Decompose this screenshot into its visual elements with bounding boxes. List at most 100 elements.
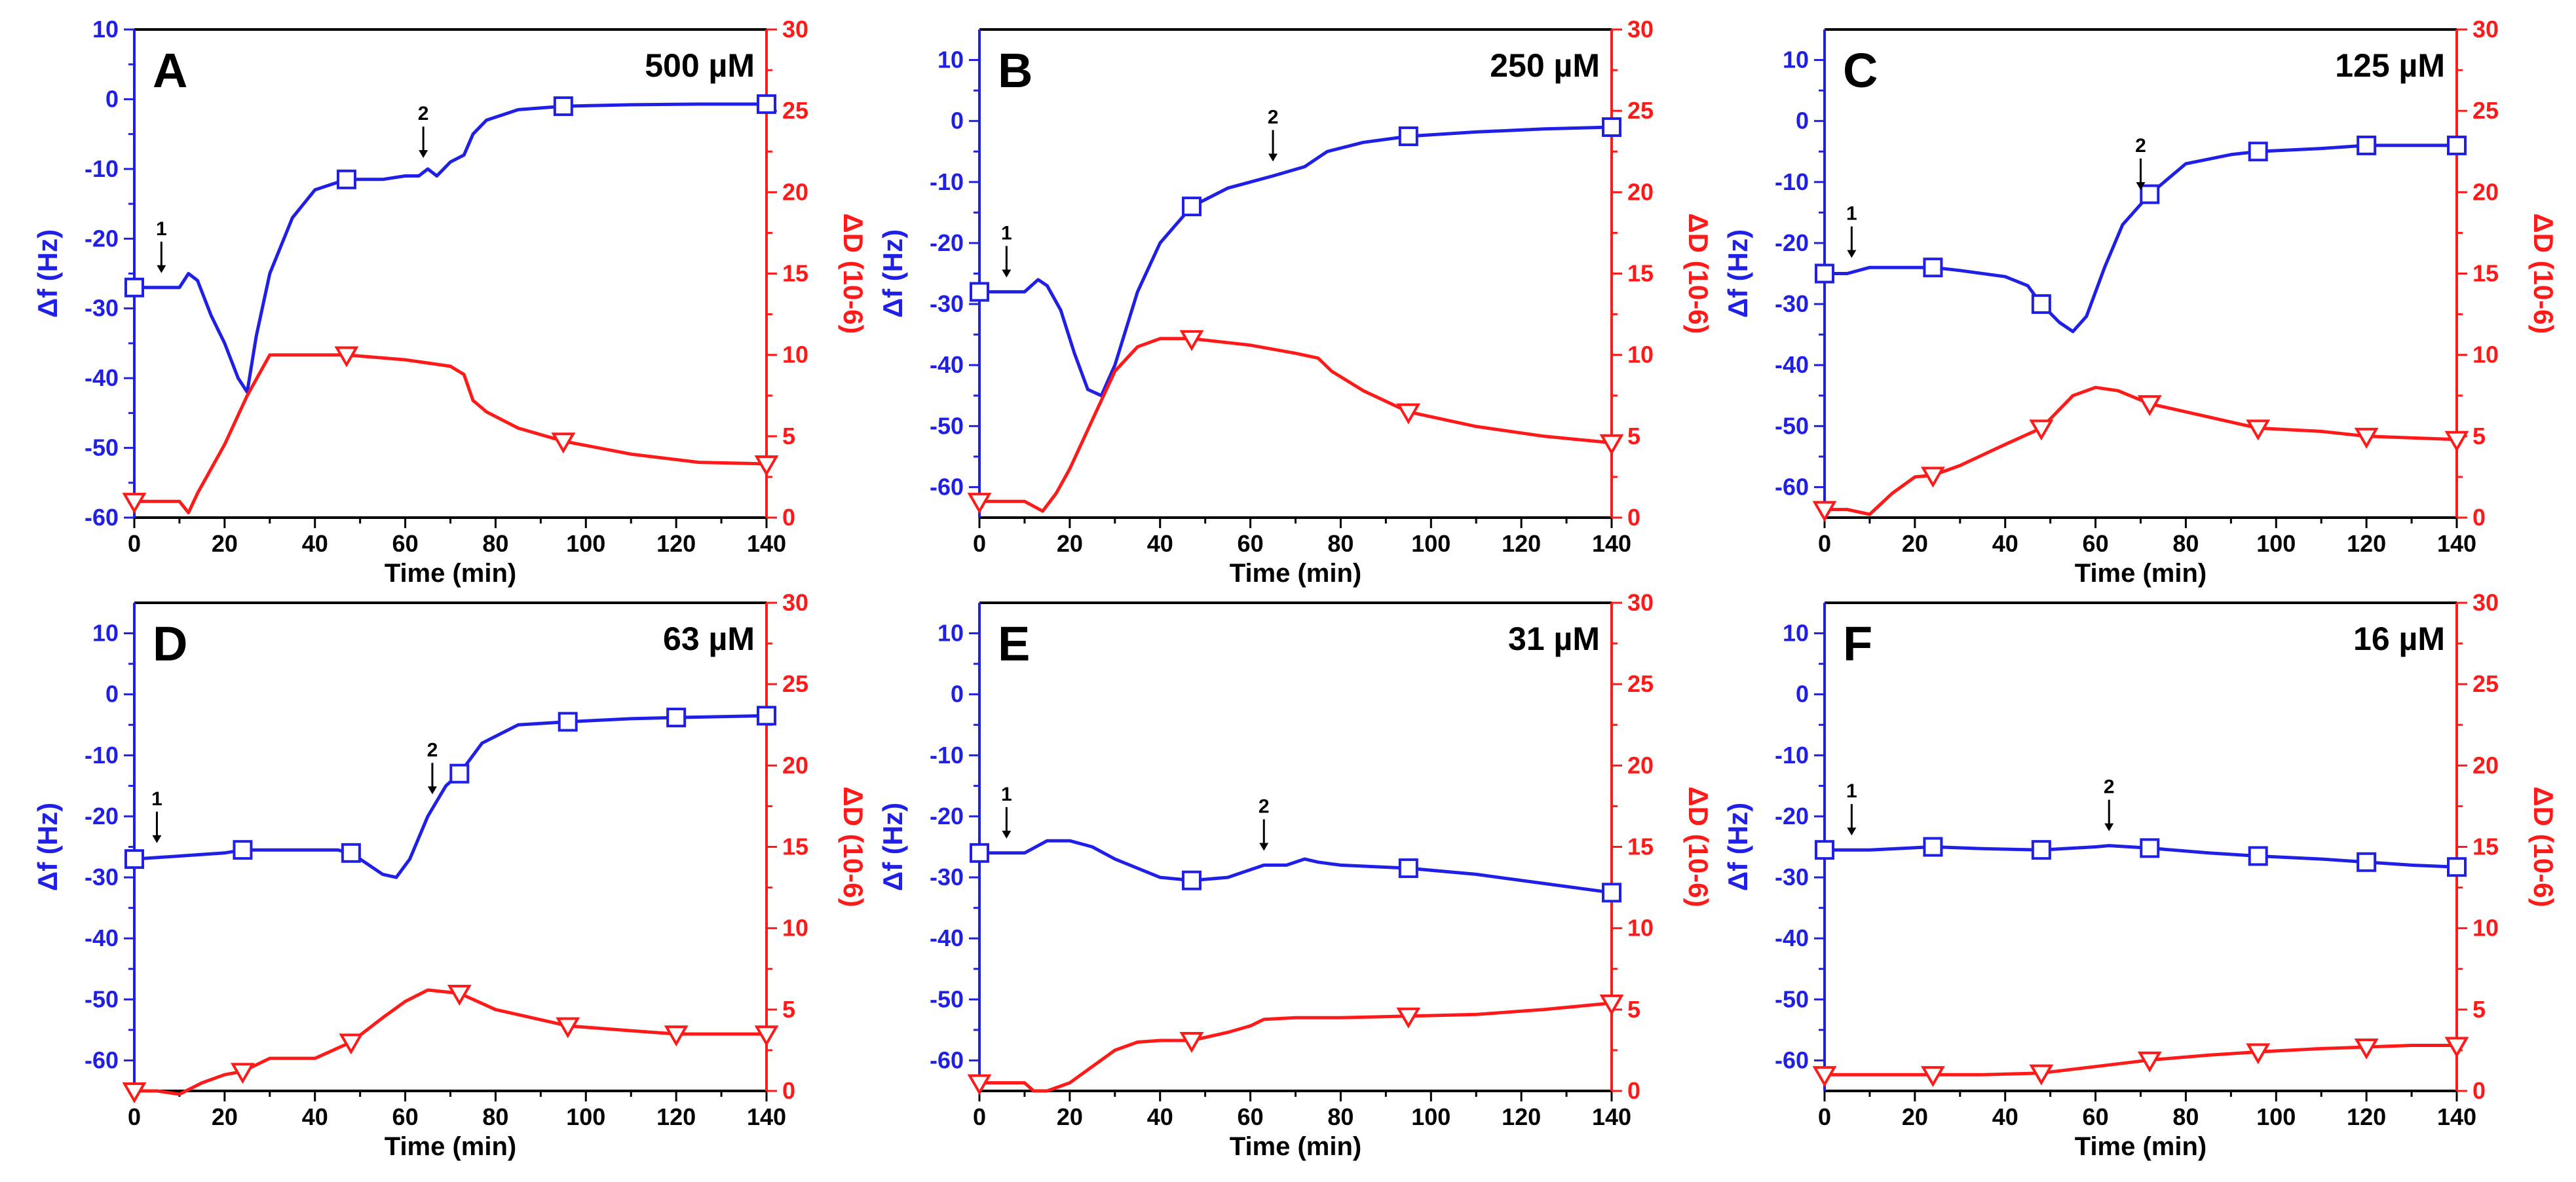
y-axis-label-right: ΔD (10-6): [2528, 213, 2559, 334]
y-tick-label-right: 5: [782, 423, 795, 449]
annotation-arrow-head: [2136, 181, 2146, 190]
annotation-label: 2: [418, 103, 429, 124]
y-tick-label-left: 0: [1796, 107, 1809, 134]
panel-concentration-title: 31 µM: [1508, 620, 1600, 657]
y-tick-label-right: 20: [2472, 178, 2499, 205]
frequency-marker-square: [124, 277, 144, 297]
y-tick-label-left: -10: [1775, 742, 1809, 769]
annotation-arrow-head: [157, 265, 166, 273]
y-tick-label-right: 10: [1627, 341, 1654, 368]
x-tick-label: 80: [1327, 530, 1354, 557]
y-axis-label-left: Δf (Hz): [1722, 803, 1753, 891]
x-tick-label: 20: [1057, 1103, 1083, 1130]
y-tick-label-right: 30: [2472, 589, 2499, 616]
frequency-marker-square: [1181, 197, 1202, 217]
frequency-marker-square: [2140, 838, 2160, 858]
panel-letter: F: [1843, 617, 1872, 671]
x-tick-label: 120: [2347, 530, 2386, 557]
dissipation-marker-triangle: [1179, 1032, 1204, 1054]
dissipation-marker-triangle: [2444, 430, 2469, 452]
y-tick-label-right: 0: [782, 1077, 795, 1104]
x-tick-label: 140: [1592, 530, 1631, 557]
y-tick-label-left: -30: [85, 864, 119, 890]
y-tick-label-right: 10: [2472, 341, 2499, 368]
y-tick-label-left: -40: [930, 925, 964, 951]
x-tick-label: 100: [566, 530, 605, 557]
dissipation-marker-triangle: [1179, 330, 1204, 351]
x-tick-label: 60: [1238, 1103, 1264, 1130]
y-axis-label-right: ΔD (10-6): [838, 213, 869, 334]
annotation-arrow-head: [419, 150, 428, 159]
y-tick-label-right: 0: [2472, 504, 2486, 531]
y-tick-label-right: 5: [2472, 996, 2486, 1023]
dissipation-marker-triangle: [2246, 1043, 2271, 1065]
y-tick-label-right: 25: [782, 670, 808, 697]
dissipation-marker-triangle: [1812, 1066, 1837, 1088]
x-axis-label: Time (min): [1230, 1132, 1362, 1161]
dissipation-marker-triangle: [122, 1082, 147, 1104]
dissipation-marker-triangle: [664, 1025, 689, 1047]
frequency-marker-square: [2447, 135, 2467, 155]
y-tick-label-right: 30: [782, 589, 808, 616]
y-tick-label-left: 10: [1783, 47, 1809, 73]
y-tick-label-left: -50: [930, 985, 964, 1012]
annotation-label: 2: [2104, 776, 2115, 798]
y-tick-label-left: -40: [1775, 925, 1809, 951]
panel-concentration-title: 500 µM: [645, 47, 755, 84]
x-axis-label: Time (min): [2075, 1132, 2207, 1161]
x-tick-label: 60: [1238, 530, 1264, 557]
frequency-marker-square: [558, 712, 578, 732]
dissipation-series-line: [132, 353, 768, 514]
x-tick-label: 20: [1057, 530, 1083, 557]
y-tick-label-right: 20: [782, 178, 808, 205]
y-axis-label-right: ΔD (10-6): [1683, 213, 1714, 334]
frequency-marker-square: [124, 849, 144, 869]
y-axis-label-left: Δf (Hz): [1722, 229, 1753, 318]
frequency-marker-square: [970, 282, 989, 302]
y-tick-label-right: 25: [2472, 670, 2499, 697]
dissipation-marker-triangle: [556, 1017, 580, 1039]
x-tick-label: 40: [1992, 1103, 2018, 1130]
frequency-marker-square: [757, 706, 776, 726]
x-tick-label: 20: [212, 530, 238, 557]
frequency-series-line: [977, 839, 1614, 894]
annotation-label: 2: [2135, 135, 2146, 157]
x-tick-label: 0: [973, 530, 986, 557]
annotation-label: 1: [156, 218, 167, 240]
annotation-label: 1: [1846, 203, 1857, 225]
dissipation-marker-triangle: [230, 1063, 255, 1084]
panel-concentration-title: 63 µM: [663, 620, 755, 657]
x-tick-label: 120: [2347, 1103, 2386, 1130]
y-tick-label-left: -60: [930, 1046, 964, 1073]
y-tick-label-left: -30: [1775, 864, 1809, 890]
y-tick-label-right: 30: [1627, 589, 1654, 616]
y-tick-label-right: 25: [1627, 670, 1654, 697]
annotation-label: 1: [151, 788, 162, 810]
dissipation-marker-triangle: [1599, 994, 1624, 1016]
annotation-arrow-head: [1259, 843, 1269, 851]
frequency-marker-square: [1602, 883, 1621, 903]
x-tick-label: 140: [2437, 530, 2476, 557]
y-tick-label-left: -60: [85, 1046, 119, 1073]
dissipation-marker-triangle: [967, 1074, 992, 1096]
annotation-arrow-head: [427, 786, 437, 795]
x-tick-label: 140: [1592, 1103, 1631, 1130]
x-tick-label: 80: [2172, 530, 2199, 557]
x-tick-label: 60: [392, 530, 419, 557]
panel-letter: D: [153, 617, 187, 671]
dissipation-marker-triangle: [2444, 1037, 2469, 1058]
x-tick-label: 100: [1411, 530, 1450, 557]
x-tick-label: 40: [1992, 530, 2018, 557]
y-tick-label-left: -50: [85, 434, 119, 461]
y-axis-label-right: ΔD (10-6): [2528, 786, 2559, 907]
y-tick-label-left: 10: [92, 16, 119, 43]
y-tick-label-right: 25: [1627, 97, 1654, 124]
y-tick-label-left: -50: [85, 985, 119, 1012]
y-axis-label-left: Δf (Hz): [32, 229, 63, 318]
annotation-arrow-head: [1002, 830, 1012, 839]
x-tick-label: 80: [482, 530, 508, 557]
x-tick-label: 40: [1147, 530, 1173, 557]
x-tick-label: 40: [302, 1103, 328, 1130]
